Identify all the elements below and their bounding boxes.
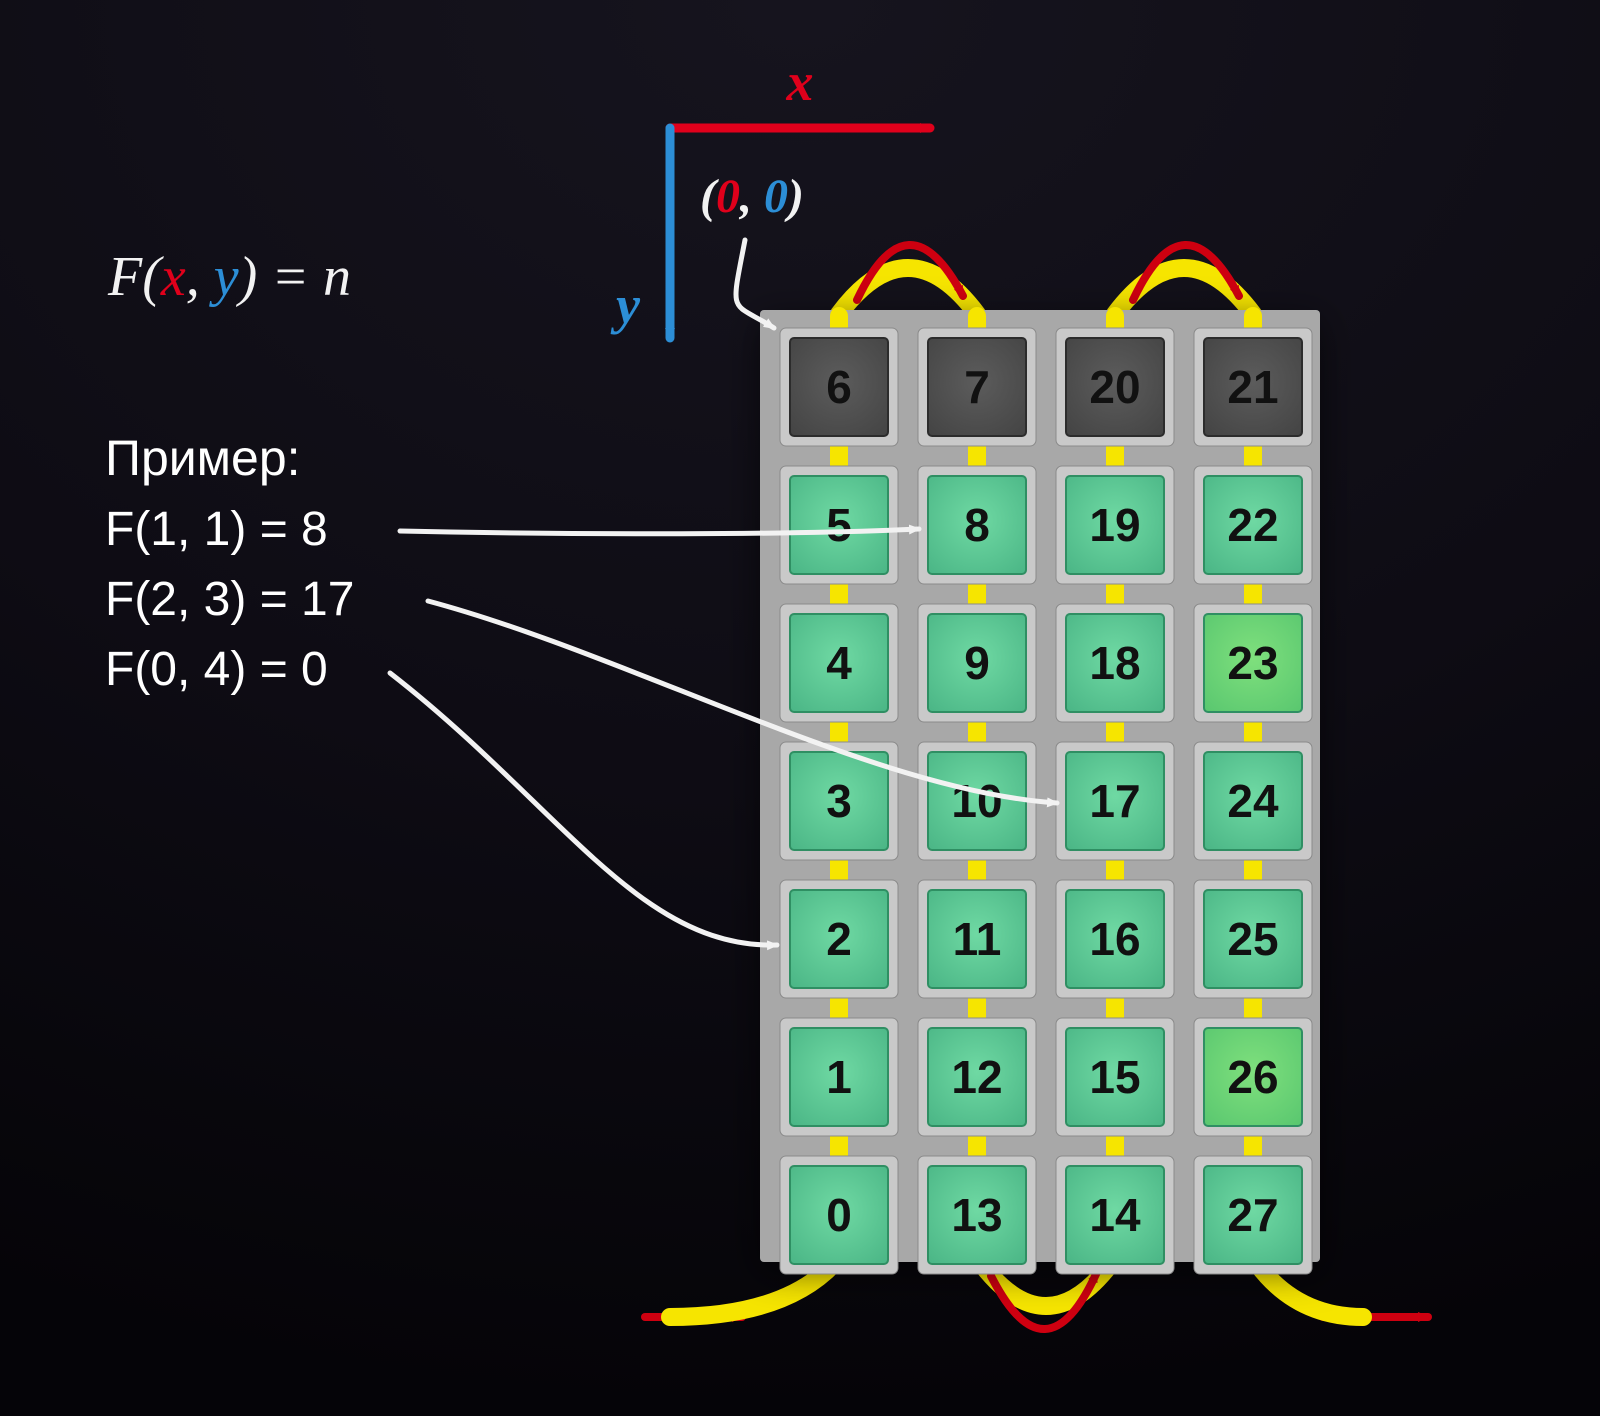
tile-number: 18 (1089, 637, 1140, 689)
tile-number: 21 (1227, 361, 1278, 413)
tile-number: 22 (1227, 499, 1278, 551)
tile-number: 4 (826, 637, 852, 689)
tile-number: 27 (1227, 1189, 1278, 1241)
diagram-stage: x y (0, 0) F(x, y) = n Пример: F(1, 1) = 8 F(2… (0, 0, 1600, 1416)
tile-number: 6 (826, 361, 852, 413)
tile-number: 25 (1227, 913, 1278, 965)
tile-number: 7 (964, 361, 990, 413)
tile-number: 26 (1227, 1051, 1278, 1103)
tile-number: 3 (826, 775, 852, 827)
example-line: F(2, 3) = 17 (105, 573, 354, 626)
origin-label: (0, 0) (700, 170, 804, 223)
tile-number: 9 (964, 637, 990, 689)
tile-number: 23 (1227, 637, 1278, 689)
tile-number: 5 (826, 499, 852, 551)
tile-number: 15 (1089, 1051, 1140, 1103)
tile-number: 11 (953, 913, 1002, 965)
pointer-ex1 (400, 529, 919, 534)
tile-number: 13 (951, 1189, 1002, 1241)
tile-number: 8 (964, 499, 990, 551)
examples-header: Пример: (105, 430, 301, 486)
pointer-ex3 (390, 673, 777, 945)
example-line: F(1, 1) = 8 (105, 503, 328, 556)
tile-number: 16 (1089, 913, 1140, 965)
tile-number: 20 (1089, 361, 1140, 413)
tile-number: 19 (1089, 499, 1140, 551)
x-axis-label: x (786, 52, 814, 112)
tile-number: 0 (826, 1189, 852, 1241)
formula: F(x, y) = n (107, 246, 351, 308)
tile-number: 14 (1089, 1189, 1141, 1241)
y-axis-label: y (610, 275, 641, 335)
tile-number: 24 (1227, 775, 1279, 827)
tile-number: 17 (1089, 775, 1140, 827)
tile-number: 1 (826, 1051, 852, 1103)
example-line: F(0, 4) = 0 (105, 643, 328, 696)
tile-number: 10 (951, 775, 1002, 827)
tile-number: 12 (951, 1051, 1002, 1103)
tile-number: 2 (826, 913, 852, 965)
